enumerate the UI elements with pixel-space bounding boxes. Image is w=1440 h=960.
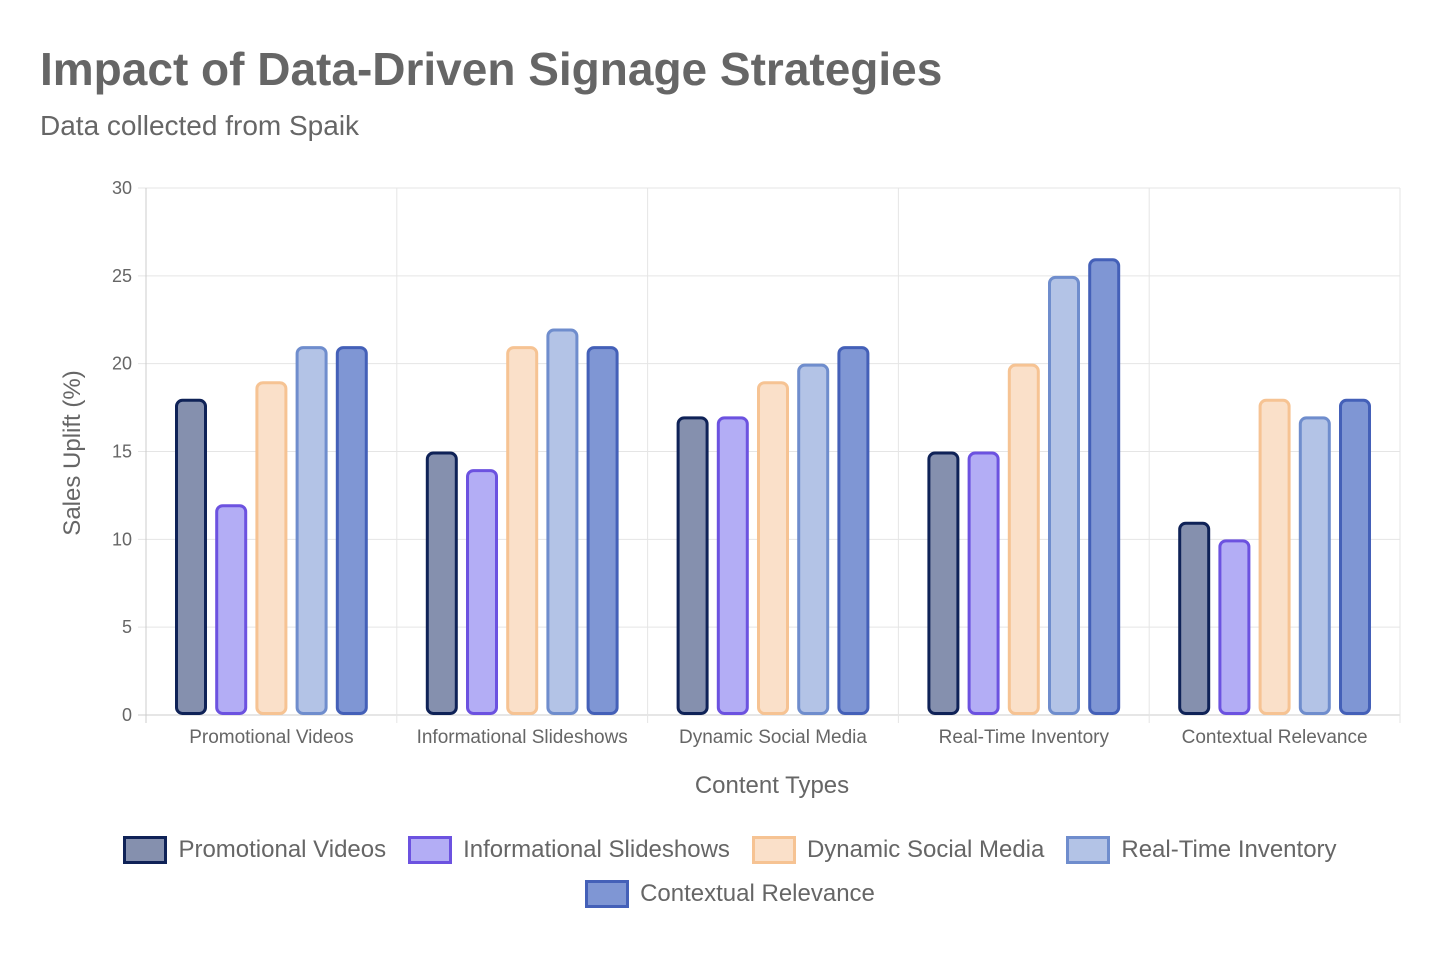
bar-dynamic-social-media-5 [1258, 398, 1291, 715]
y-tick-label: 30 [112, 178, 132, 198]
legend-item[interactable]: Dynamic Social Media [751, 834, 1045, 866]
legend-item[interactable]: Promotional Videos [123, 834, 386, 866]
bar-promotional-videos-1 [175, 398, 207, 715]
legend-label: Informational Slideshows [463, 836, 730, 863]
bar-contextual-relevance-2 [586, 346, 619, 715]
bar-informational-slideshows-2 [466, 469, 498, 716]
y-tick-label: 5 [122, 617, 132, 637]
chart-subtitle: Data collected from Spaik [40, 110, 360, 141]
bar-informational-slideshows-5 [1218, 539, 1251, 715]
bar-real-time-inventory-1 [295, 346, 328, 715]
y-axis-ticks: 0 5 10 15 20 25 30 [112, 178, 132, 725]
x-tick-label: Informational Slideshows [417, 727, 628, 748]
y-tick-label: 15 [112, 442, 132, 462]
bar-promotional-videos-5 [1178, 521, 1211, 715]
legend-swatch [751, 836, 796, 864]
chart-title: Impact of Data-Driven Signage Strategies [40, 43, 943, 95]
y-tick-label: 25 [112, 266, 132, 286]
bar-informational-slideshows-4 [967, 451, 1000, 715]
legend-label: Promotional Videos [178, 836, 387, 863]
bar-contextual-relevance-1 [335, 346, 368, 715]
legend-swatch [1066, 836, 1111, 864]
legend-swatch [585, 880, 630, 908]
bar-dynamic-social-media-4 [1007, 363, 1040, 715]
bars [175, 258, 1371, 716]
x-tick-label: Contextual Relevance [1182, 727, 1368, 748]
bar-dynamic-social-media-3 [757, 381, 789, 715]
x-tick-label: Promotional Videos [189, 727, 353, 748]
bar-dynamic-social-media-1 [255, 381, 288, 715]
legend-label: Dynamic Social Media [806, 836, 1045, 863]
bar-contextual-relevance-3 [837, 346, 870, 715]
legend-swatch [123, 836, 168, 864]
bar-contextual-relevance-4 [1088, 258, 1121, 715]
bar-informational-slideshows-3 [716, 416, 749, 715]
bar-promotional-videos-4 [927, 451, 960, 715]
y-axis-label: Sales Uplift (%) [59, 370, 86, 535]
bar-promotional-videos-2 [425, 451, 458, 715]
y-tick-label: 20 [112, 354, 132, 374]
bar-contextual-relevance-5 [1339, 398, 1371, 715]
legend-item[interactable]: Informational Slideshows [408, 834, 730, 866]
bar-real-time-inventory-5 [1298, 416, 1331, 715]
x-axis-label: Content Types [695, 772, 849, 799]
y-tick-label: 0 [122, 705, 132, 725]
legend-item[interactable]: Contextual Relevance [585, 878, 875, 910]
legend-swatch [408, 836, 453, 864]
legend-label: Real-Time Inventory [1121, 836, 1337, 863]
bar-real-time-inventory-3 [797, 363, 830, 715]
y-tick-label: 10 [112, 529, 132, 549]
chart-legend: Promotional Videos Informational Slidesho… [80, 834, 1380, 910]
x-tick-label: Dynamic Social Media [679, 727, 867, 748]
bar-real-time-inventory-4 [1048, 275, 1080, 715]
legend-item[interactable]: Real-Time Inventory [1066, 834, 1337, 866]
bar-real-time-inventory-2 [546, 328, 579, 715]
bar-promotional-videos-3 [676, 416, 709, 715]
legend-label: Contextual Relevance [640, 880, 875, 907]
x-axis-ticks: Promotional Videos Informational Slidesho… [189, 727, 1367, 748]
bar-informational-slideshows-1 [215, 504, 248, 716]
bar-dynamic-social-media-2 [506, 346, 539, 715]
x-tick-label: Real-Time Inventory [939, 727, 1110, 748]
